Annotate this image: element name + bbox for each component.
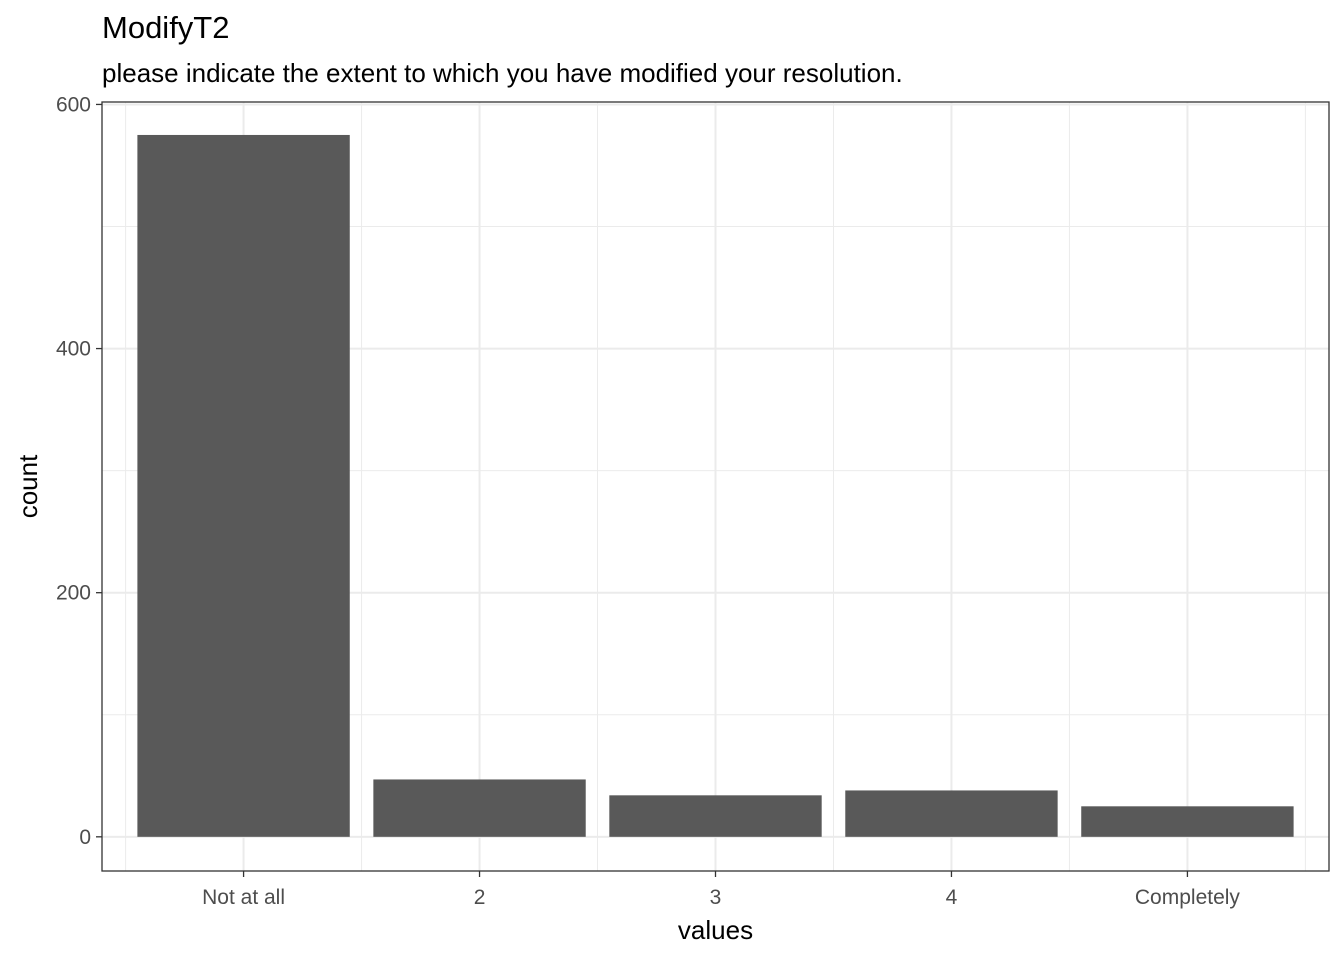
bar — [373, 779, 586, 837]
bars — [137, 134, 1294, 837]
bar — [845, 790, 1058, 837]
bar — [1081, 806, 1294, 837]
y-tick-label: 400 — [56, 338, 91, 361]
x-tick-label: Not at all — [202, 886, 285, 909]
y-tick-label: 0 — [79, 826, 91, 849]
x-tick-label: Completely — [1135, 886, 1241, 909]
chart-title: ModifyT2 — [102, 10, 230, 45]
x-axis: Not at all 2 3 4 Completely — [202, 871, 1240, 909]
bar — [137, 134, 350, 837]
y-tick-label: 600 — [56, 93, 91, 116]
x-tick-label: 4 — [946, 886, 958, 909]
y-tick-label: 200 — [56, 582, 91, 605]
chart-subtitle: please indicate the extent to which you … — [102, 58, 903, 88]
x-tick-label: 2 — [474, 886, 486, 909]
bar — [609, 795, 822, 837]
x-tick-label: 3 — [710, 886, 722, 909]
x-axis-title: values — [678, 915, 753, 945]
y-axis: 0 200 400 600 — [56, 93, 102, 849]
y-axis-title: count — [13, 454, 43, 518]
